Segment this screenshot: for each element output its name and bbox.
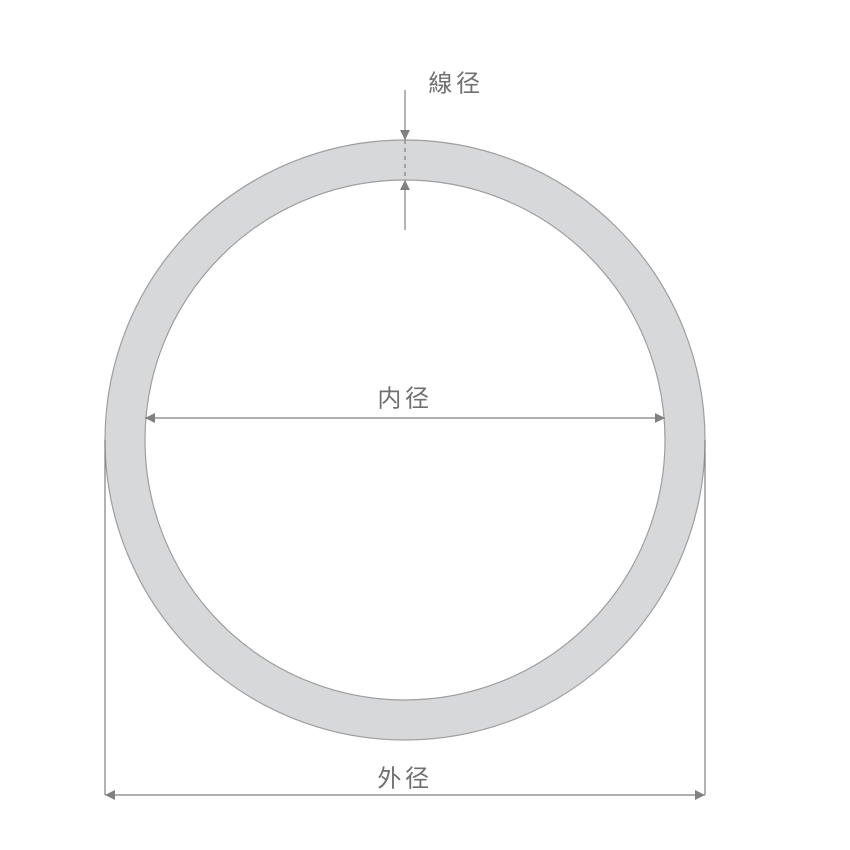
outer-diameter-label: 外径: [377, 765, 432, 792]
inner-diameter-label: 内径: [377, 385, 432, 412]
wire-diameter-label: 線径: [428, 70, 483, 97]
